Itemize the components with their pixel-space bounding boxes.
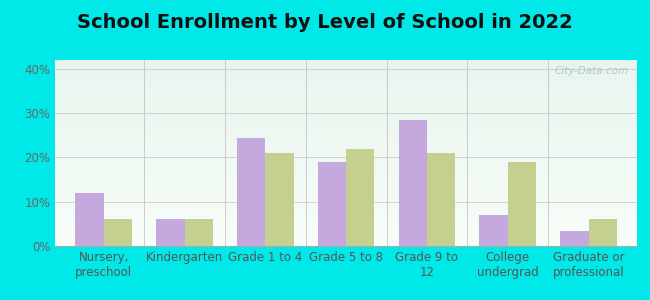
- Bar: [237, 137, 265, 246]
- Bar: [588, 219, 617, 246]
- Bar: [185, 219, 213, 246]
- Bar: [75, 193, 104, 246]
- Bar: [104, 219, 132, 246]
- Bar: [508, 162, 536, 246]
- Bar: [318, 162, 346, 246]
- Text: School Enrollment by Level of School in 2022: School Enrollment by Level of School in …: [77, 14, 573, 32]
- Bar: [427, 153, 455, 246]
- Text: City-Data.com: City-Data.com: [554, 66, 629, 76]
- Bar: [265, 153, 294, 246]
- Bar: [398, 120, 427, 246]
- Bar: [480, 215, 508, 246]
- Bar: [560, 230, 588, 246]
- Bar: [156, 219, 185, 246]
- Bar: [346, 148, 374, 246]
